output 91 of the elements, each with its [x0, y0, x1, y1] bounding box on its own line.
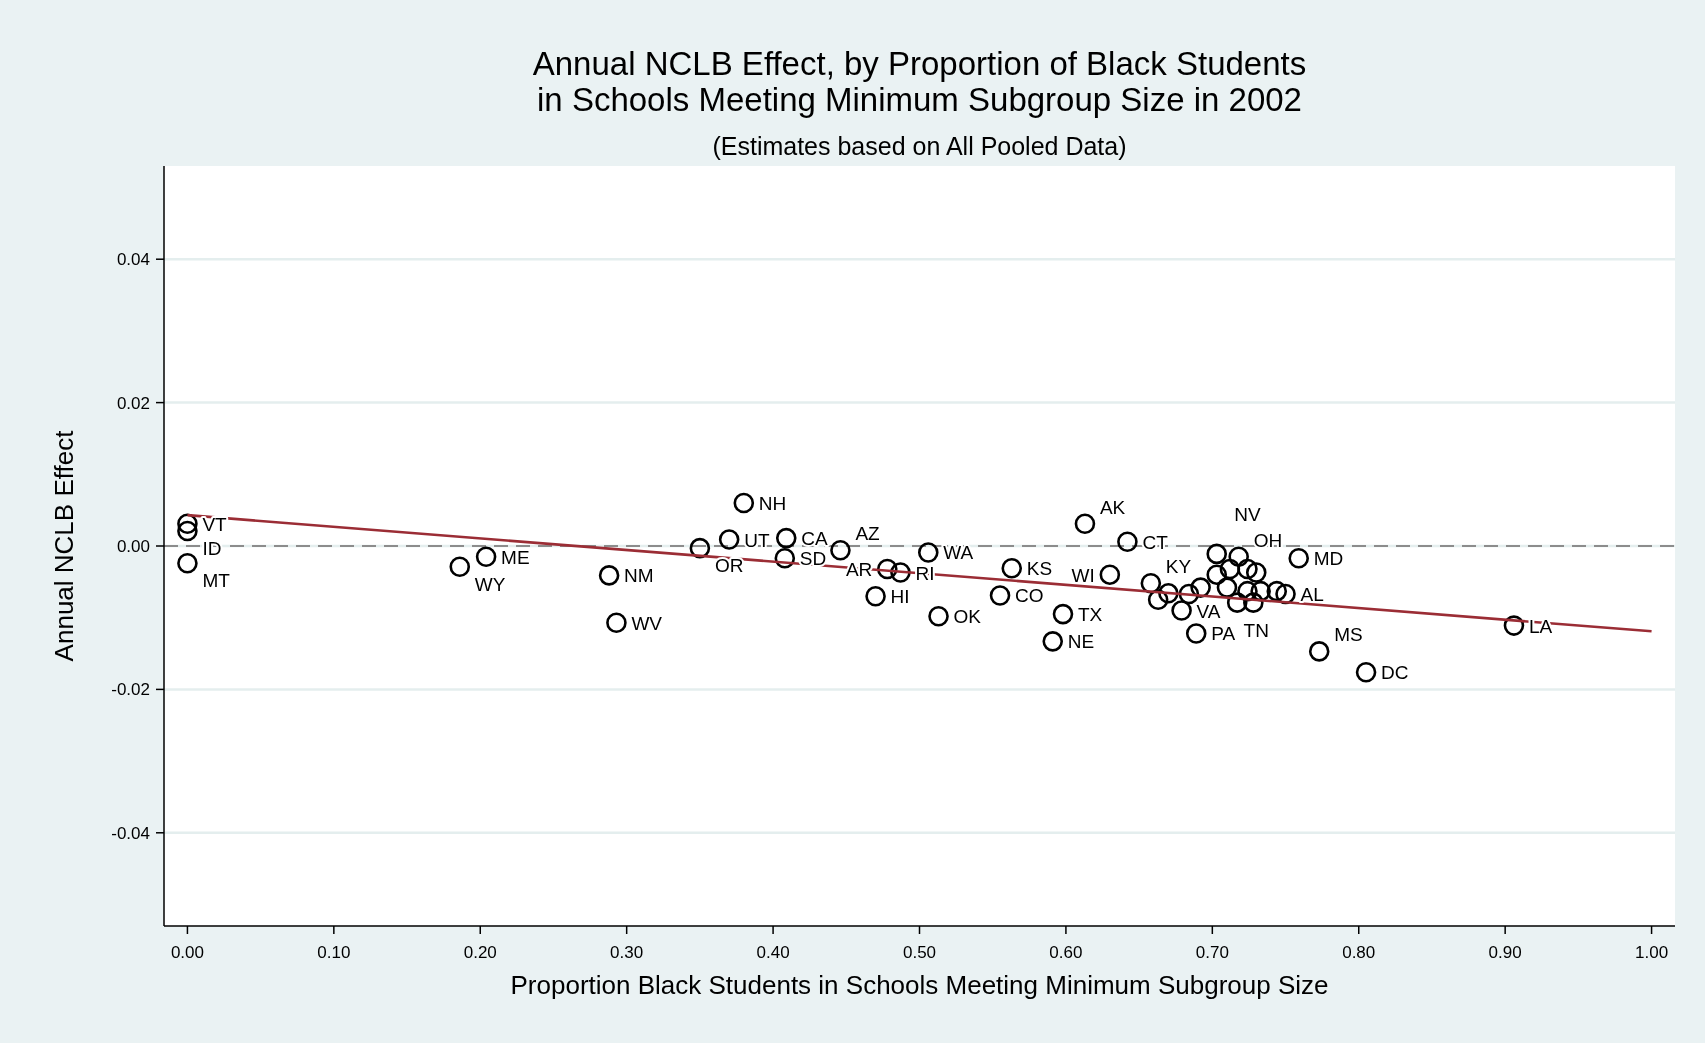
annotation: NH [758, 492, 787, 514]
point [1243, 592, 1264, 613]
x-tick-label: 0.80 [1342, 943, 1376, 962]
point [449, 556, 471, 578]
y-tick-label: -0.04 [111, 823, 150, 843]
annotation: CT [1142, 531, 1169, 553]
annotation: OR [714, 555, 744, 577]
annotation: ME [501, 546, 530, 568]
point [1216, 577, 1238, 598]
annotation: ID [202, 537, 222, 559]
point [606, 612, 627, 634]
annotation: WI [1071, 564, 1095, 586]
point [1074, 513, 1096, 535]
point [865, 585, 886, 607]
x-tick-label: 0.20 [463, 943, 497, 962]
point [177, 520, 198, 542]
annotation: DC [1381, 662, 1409, 684]
annotation: NM [624, 565, 654, 587]
point [989, 585, 1011, 606]
point [1266, 580, 1288, 602]
y-tick-label: 0.02 [116, 393, 150, 413]
point [1099, 564, 1121, 585]
x-tick-label: 1.00 [1635, 943, 1669, 962]
x-tick-label: 0.40 [756, 943, 790, 962]
annotation: TX [1077, 604, 1103, 626]
annotation: NE [1067, 631, 1095, 653]
point [475, 546, 497, 568]
x-tick-label: 0.70 [1195, 943, 1229, 962]
annotation: CO [1015, 585, 1044, 607]
annotation: PA [1211, 623, 1236, 645]
point [1288, 547, 1310, 569]
point [917, 542, 939, 563]
chart-title: Annual NCLB Effect, by Proportion of Black Students in Schools Meeting Minimum Subgroup Size in 2002 [532, 45, 1307, 118]
point [1117, 531, 1138, 552]
annotation: HI [890, 586, 910, 608]
point [876, 558, 898, 580]
point [1206, 543, 1228, 565]
point [1052, 603, 1074, 625]
annotation: AL [1300, 584, 1324, 606]
annotation: KS [1026, 558, 1053, 580]
point [1503, 615, 1525, 636]
point [928, 605, 949, 627]
point [1185, 623, 1207, 644]
y-tick-label: 0.00 [116, 536, 150, 556]
point [775, 527, 797, 549]
point [1237, 558, 1258, 580]
x-tick-label: 0.60 [1049, 943, 1083, 962]
annotation: VT [202, 513, 228, 535]
annotation: WY [474, 573, 506, 595]
y-tick-label: -0.02 [111, 680, 150, 700]
annotation: WA [943, 542, 974, 564]
annotation: CA [801, 528, 828, 550]
annotation: AK [1099, 496, 1126, 518]
point [1245, 562, 1267, 583]
point [598, 565, 620, 586]
annotation: NV [1234, 503, 1261, 525]
annotation: TN [1243, 619, 1269, 641]
annotation: MS [1334, 624, 1363, 646]
point [718, 529, 740, 550]
annotation: UT [744, 529, 770, 551]
point [1226, 592, 1248, 613]
point [1355, 661, 1377, 683]
point [177, 552, 198, 574]
annotation: WV [631, 612, 663, 634]
annotation: SD [799, 548, 827, 570]
point [1042, 631, 1064, 652]
y-tick-label: 0.04 [116, 250, 150, 270]
x-tick-label: 0.50 [902, 943, 937, 962]
point [830, 540, 851, 561]
annotation: OK [953, 606, 982, 628]
annotation: OH [1253, 529, 1283, 551]
annotation: VA [1196, 600, 1221, 622]
annotation: AZ [855, 523, 881, 545]
point [1206, 564, 1228, 585]
annotation: MD [1313, 548, 1344, 570]
point [1001, 557, 1023, 579]
point [733, 492, 755, 514]
x-tick-label: 0.30 [610, 943, 644, 962]
annotation: MT [202, 570, 231, 592]
x-axis-title: Proportion Black Students in Schools Meeting Minimum Subgroup Size [510, 970, 1329, 1000]
annotation: KY [1165, 556, 1192, 578]
x-tick-label: 0.00 [170, 943, 204, 962]
point [1308, 641, 1330, 662]
point [1219, 558, 1241, 580]
chart-subtitle: (Estimates based on All Pooled Data) [712, 132, 1127, 160]
y-axis-title: Annual NCLB Effect [49, 429, 79, 662]
x-tick-label: 0.10 [317, 943, 351, 962]
x-tick-label: 0.90 [1488, 943, 1522, 962]
point [774, 547, 796, 569]
point [1171, 600, 1192, 621]
point [1228, 546, 1249, 568]
